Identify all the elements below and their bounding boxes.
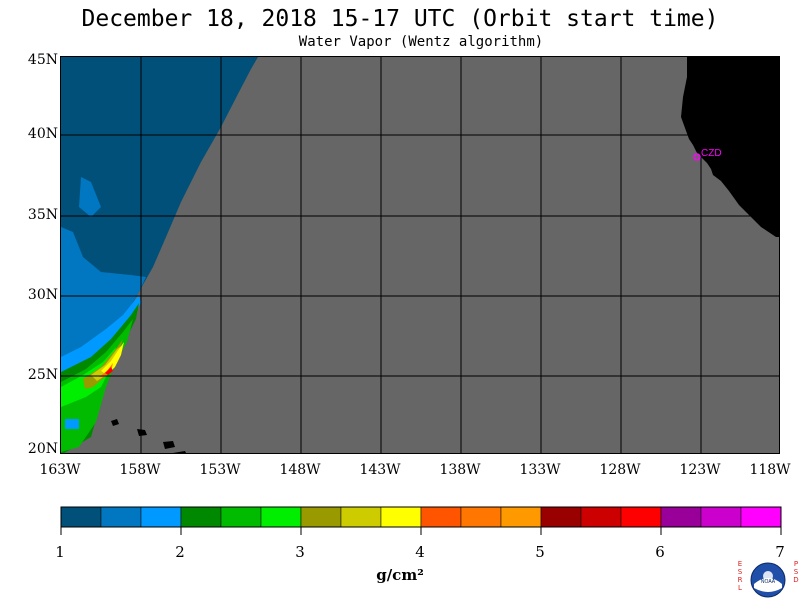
colorbar-tick-6: 6	[655, 543, 665, 561]
colorbar-segment	[220, 506, 262, 528]
water-vapor-map: CZD	[60, 56, 780, 454]
lon-label-148w: 148W	[279, 462, 321, 478]
colorbar-segment	[380, 506, 422, 528]
colorbar-segment	[500, 506, 542, 528]
colorbar-tick-2: 2	[175, 543, 185, 561]
colorbar-tick-4: 4	[415, 543, 425, 561]
colorbar-segment	[660, 506, 702, 528]
colorbar-segment	[420, 506, 462, 528]
colorbar-segment	[700, 506, 742, 528]
colorbar-segment	[100, 506, 142, 528]
colorbar-segment	[180, 506, 222, 528]
island-hawaii	[173, 451, 186, 453]
colorbar-segment	[620, 506, 662, 528]
colorbar-units: g/cm²	[376, 566, 424, 584]
noaa-emblem-icon: NOAA	[750, 562, 786, 598]
lat-label-25n: 25N	[27, 367, 58, 383]
grid-lines	[61, 57, 779, 453]
lat-label-40n: 40N	[27, 126, 58, 142]
colorbar-tick-5: 5	[535, 543, 545, 561]
station-marker	[693, 153, 701, 161]
region-medium-blue	[61, 227, 146, 357]
logo-right-letters: P S D	[793, 560, 799, 584]
lon-label-158w: 158W	[119, 462, 161, 478]
region-red	[105, 367, 113, 375]
colorbar-segment	[460, 506, 502, 528]
colorbar-tick-3: 3	[295, 543, 305, 561]
lon-label-133w: 133W	[519, 462, 561, 478]
lon-label-153w: 153W	[199, 462, 241, 478]
land-north-america	[681, 57, 779, 237]
lon-label-128w: 128W	[599, 462, 641, 478]
colorbar-segment	[140, 506, 182, 528]
map-canvas: CZD	[61, 57, 779, 453]
lon-label-143w: 143W	[359, 462, 401, 478]
lat-label-30n: 30N	[27, 287, 58, 303]
lon-label-118w: 118W	[749, 462, 791, 478]
noaa-logo: E S R L NOAA P S D	[736, 560, 800, 600]
lat-label-35n: 35N	[27, 207, 58, 223]
island-maui	[163, 441, 175, 449]
chart-subtitle: Water Vapor (Wentz algorithm)	[298, 34, 544, 50]
lon-label-138w: 138W	[439, 462, 481, 478]
noaa-logo-text: NOAA	[761, 579, 776, 585]
colorbar-border	[60, 506, 782, 528]
colorbar	[60, 506, 782, 535]
colorbar-tick-7: 7	[775, 543, 785, 561]
logo-left-letters: E S R L	[737, 560, 743, 592]
colorbar-segment	[300, 506, 342, 528]
region-yellow	[101, 342, 124, 375]
lat-label-45n: 45N	[27, 52, 58, 68]
colorbar-segment	[260, 506, 302, 528]
colorbar-segment	[340, 506, 382, 528]
lon-label-123w: 123W	[679, 462, 721, 478]
colorbar-segment	[580, 506, 622, 528]
region-yellow-green	[91, 345, 123, 381]
island-kauai	[111, 419, 119, 426]
lat-label-20n: 20N	[27, 441, 58, 457]
colorbar-segment	[740, 506, 782, 528]
colorbar-segment	[60, 506, 102, 528]
colorbar-tick-1: 1	[55, 543, 65, 561]
region-blue-patch	[65, 419, 79, 429]
island-oahu	[137, 429, 147, 436]
station-label: CZD	[701, 148, 722, 159]
region-medium-blue-patch	[79, 177, 101, 217]
lon-label-163w: 163W	[39, 462, 81, 478]
colorbar-segment	[540, 506, 582, 528]
chart-title: December 18, 2018 15-17 UTC (Orbit start…	[81, 6, 719, 32]
